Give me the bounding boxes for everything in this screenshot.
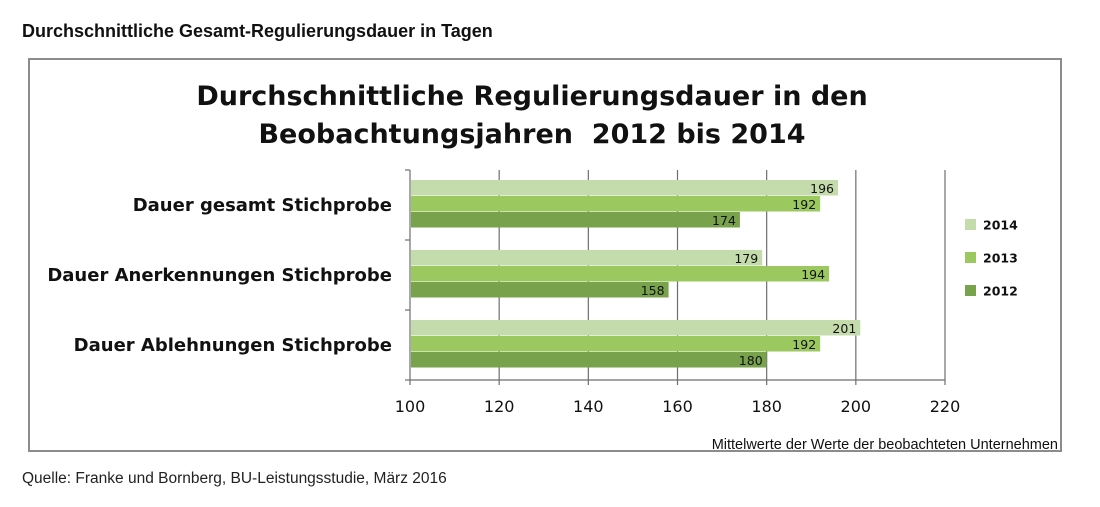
legend-swatch-2014 — [965, 219, 976, 230]
bar-2012 — [411, 212, 740, 228]
bar-2013 — [411, 266, 830, 282]
category-label: Dauer Ablehnungen Stichprobe — [74, 335, 392, 356]
legend-label: 2013 — [983, 251, 1018, 266]
data-label: 158 — [641, 283, 665, 298]
axes: 100 120 140 160 180 200 220 Dauer gesamt Stichp… — [47, 169, 961, 416]
legend-label: 2014 — [983, 218, 1018, 233]
chart-frame: Durchschnittliche Regulierungsdauer in d… — [28, 58, 1062, 452]
chart-title-line-1: Durchschnittliche Regulierungsdauer in d… — [196, 81, 867, 112]
legend-swatch-2012 — [965, 285, 976, 296]
data-label: 180 — [739, 353, 763, 368]
x-tick-label: 220 — [930, 397, 961, 416]
bar-2014 — [411, 180, 838, 196]
bar-chart: Durchschnittliche Regulierungsdauer in d… — [47, 81, 1058, 450]
legend-swatch-2013 — [965, 252, 976, 263]
x-tick-label: 180 — [751, 397, 782, 416]
data-label: 179 — [734, 251, 758, 266]
data-label: 196 — [810, 181, 834, 196]
legend: 2014 2013 2012 — [965, 218, 1018, 299]
x-axis-label: Mittelwerte der Werte der beobachteten U… — [712, 437, 1058, 450]
bar-2014 — [411, 250, 763, 266]
x-tick-label: 200 — [841, 397, 872, 416]
x-tick-label: 120 — [484, 397, 515, 416]
category-label: Dauer Anerkennungen Stichprobe — [47, 265, 392, 286]
bar-2013 — [411, 196, 821, 212]
legend-label: 2012 — [983, 284, 1018, 299]
data-label: 192 — [792, 197, 816, 212]
data-label: 192 — [792, 337, 816, 352]
bar-2012 — [411, 282, 669, 298]
x-tick-label: 160 — [662, 397, 693, 416]
page-heading: Durchschnittliche Gesamt-Regulierungsdau… — [22, 21, 493, 41]
bar-2013 — [411, 336, 821, 352]
x-tick-label: 100 — [395, 397, 426, 416]
data-label: 194 — [801, 267, 825, 282]
source-note: Quelle: Franke und Bornberg, BU-Leistung… — [22, 470, 447, 487]
data-label: 201 — [832, 321, 856, 336]
bar-2014 — [411, 320, 861, 336]
data-label: 174 — [712, 213, 736, 228]
bar-2012 — [411, 352, 767, 368]
category-label: Dauer gesamt Stichprobe — [133, 195, 392, 216]
bars — [411, 180, 861, 368]
x-tick-label: 140 — [573, 397, 604, 416]
chart-title-line-2: Beobachtungsjahren 2012 bis 2014 — [258, 119, 805, 150]
